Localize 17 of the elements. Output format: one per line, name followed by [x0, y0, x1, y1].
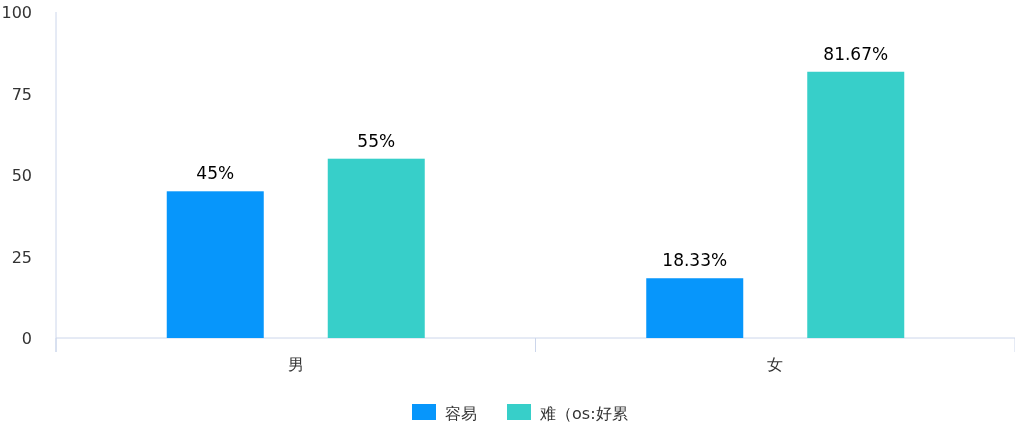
- bar: [807, 71, 905, 338]
- x-tick-label: 女: [767, 355, 784, 374]
- y-tick-label: 100: [1, 3, 32, 22]
- bar: [327, 158, 425, 338]
- data-label: 81.67%: [823, 43, 889, 64]
- bar: [646, 278, 744, 338]
- data-label: 55%: [357, 130, 396, 151]
- y-tick-label: 25: [11, 247, 32, 267]
- legend-label: 容易: [445, 404, 477, 423]
- bar: [166, 191, 264, 338]
- y-tick-label: 50: [11, 166, 32, 185]
- legend-label: 难（os:好累: [539, 404, 628, 423]
- x-tick-label: 男: [287, 355, 304, 374]
- y-tick-label: 75: [11, 84, 32, 104]
- y-tick-label: 0: [21, 329, 32, 348]
- data-label: 18.33%: [662, 250, 728, 271]
- data-label: 45%: [196, 163, 235, 184]
